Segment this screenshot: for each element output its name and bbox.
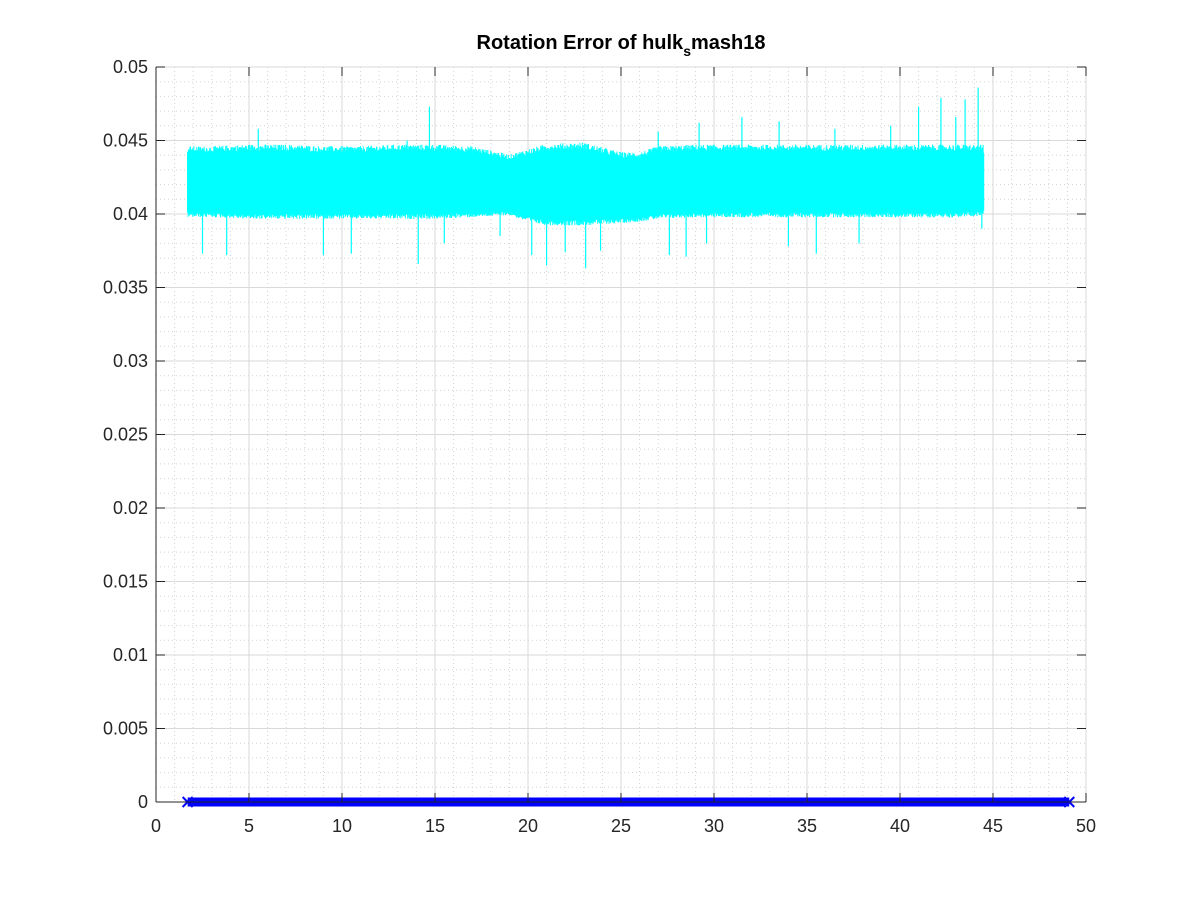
y-tick-label: 0.035 bbox=[103, 278, 148, 298]
x-tick-label: 15 bbox=[425, 816, 445, 836]
x-tick-label: 45 bbox=[983, 816, 1003, 836]
x-tick-label: 20 bbox=[518, 816, 538, 836]
x-axis-ticks: 0 5 10 15 20 25 30 35 40 45 50 bbox=[151, 67, 1096, 836]
y-axis-ticks: 0 0.005 0.01 0.015 0.02 0.025 0.03 0.035 0.04 0.0… bbox=[103, 57, 1086, 812]
y-tick-label: 0.05 bbox=[113, 57, 148, 77]
x-tick-label: 5 bbox=[244, 816, 254, 836]
x-tick-label: 10 bbox=[332, 816, 352, 836]
series-cyan-band bbox=[187, 87, 985, 269]
x-tick-label: 30 bbox=[704, 816, 724, 836]
y-tick-label: 0.015 bbox=[103, 572, 148, 592]
y-tick-label: 0 bbox=[138, 792, 148, 812]
x-tick-label: 0 bbox=[151, 816, 161, 836]
y-tick-label: 0.03 bbox=[113, 351, 148, 371]
y-tick-label: 0.01 bbox=[113, 645, 148, 665]
chart-title-subscript: s bbox=[683, 43, 691, 59]
y-tick-label: 0.04 bbox=[113, 204, 148, 224]
series-band-noise bbox=[187, 142, 984, 226]
y-tick-label: 0.02 bbox=[113, 498, 148, 518]
y-tick-label: 0.005 bbox=[103, 719, 148, 739]
chart-title-suffix: mash18 bbox=[691, 32, 766, 54]
chart-title: Rotation Error of hulksmash18 bbox=[477, 32, 766, 59]
x-tick-label: 35 bbox=[797, 816, 817, 836]
y-tick-label: 0.045 bbox=[103, 131, 148, 151]
x-tick-label: 50 bbox=[1076, 816, 1096, 836]
x-tick-label: 40 bbox=[890, 816, 910, 836]
chart-title-main: Rotation Error of hulk bbox=[477, 32, 685, 54]
x-tick-label: 25 bbox=[611, 816, 631, 836]
y-tick-label: 0.025 bbox=[103, 425, 148, 445]
